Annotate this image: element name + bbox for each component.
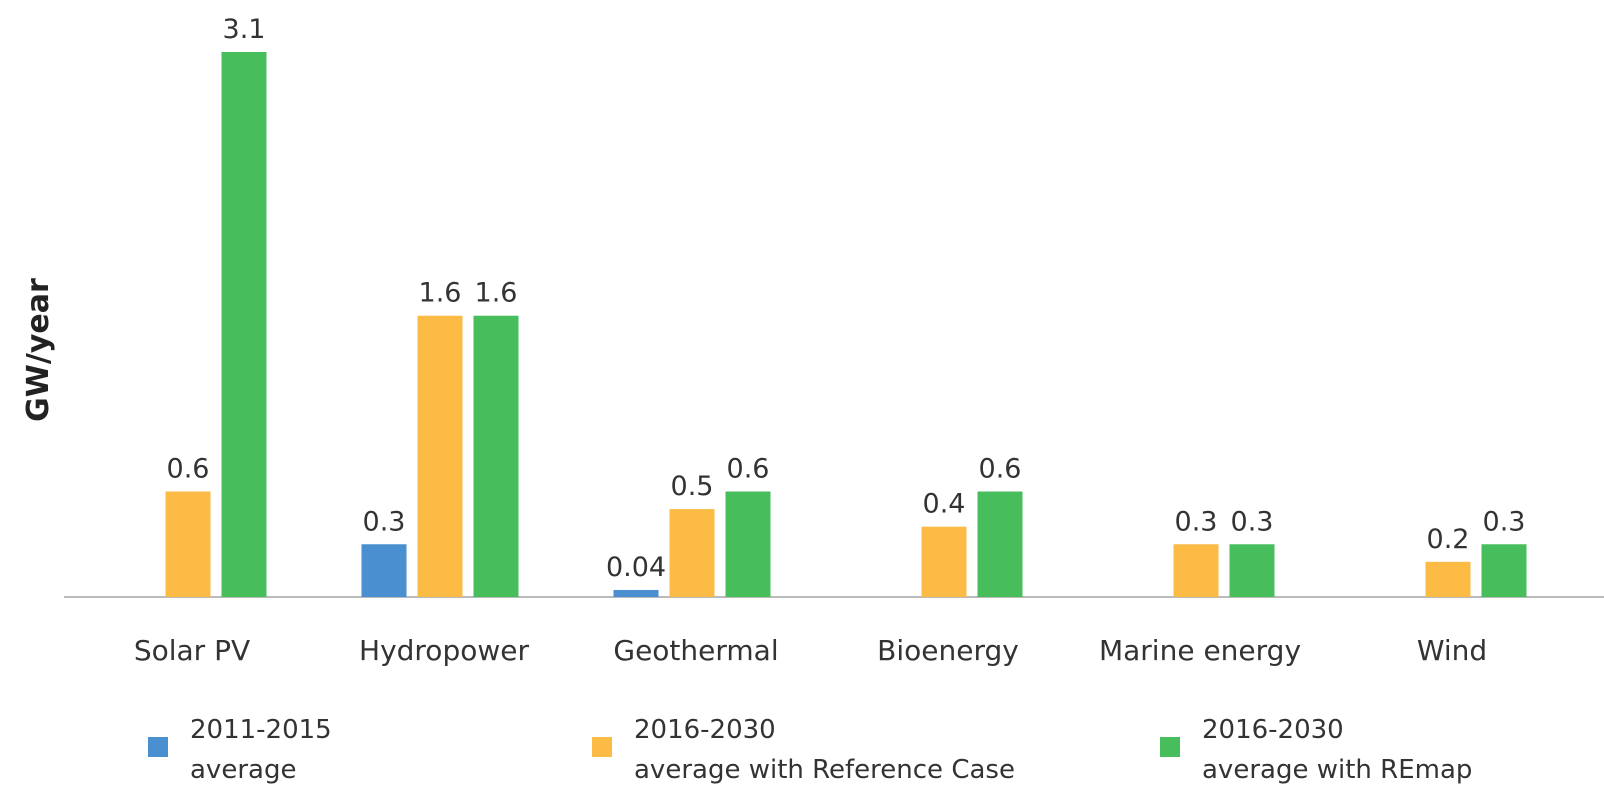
bar xyxy=(417,315,463,597)
legend-swatch xyxy=(592,737,612,757)
value-label: 0.3 xyxy=(1483,506,1526,537)
bar xyxy=(613,589,659,597)
bar xyxy=(921,526,967,597)
bar xyxy=(1173,544,1219,597)
value-label: 0.2 xyxy=(1427,524,1470,555)
value-label: 0.04 xyxy=(606,552,666,583)
value-label: 1.6 xyxy=(419,278,462,309)
y-axis-label: GW/year xyxy=(21,278,56,422)
value-label: 0.5 xyxy=(671,471,714,502)
bar xyxy=(473,315,519,597)
x-tick-label: Wind xyxy=(1417,634,1487,667)
bar xyxy=(669,509,715,597)
value-label: 0.3 xyxy=(1231,506,1274,537)
bar xyxy=(725,491,771,597)
x-tick-label: Bioenergy xyxy=(877,634,1019,667)
legend-label: 2011-2015 average xyxy=(190,715,340,785)
value-label: 0.6 xyxy=(979,454,1022,485)
x-tick-label: Marine energy xyxy=(1099,634,1301,667)
bar xyxy=(221,52,267,597)
value-label: 0.6 xyxy=(167,454,210,485)
value-label: 3.1 xyxy=(223,14,266,45)
bar xyxy=(1425,561,1471,597)
value-label: 0.6 xyxy=(727,454,770,485)
bar xyxy=(977,491,1023,597)
value-label: 1.6 xyxy=(475,278,518,309)
bar xyxy=(1229,544,1275,597)
x-tick-label: Hydropower xyxy=(359,634,529,667)
bar xyxy=(1481,544,1527,597)
x-tick-label: Solar PV xyxy=(134,634,250,667)
legend-swatch xyxy=(1160,737,1180,757)
value-label: 0.3 xyxy=(363,506,406,537)
bar xyxy=(165,491,211,597)
bar xyxy=(361,544,407,597)
legend-label: 2016-2030 average with Reference Case xyxy=(634,715,1015,785)
legend-swatch xyxy=(148,737,168,757)
x-tick-label: Geothermal xyxy=(613,634,778,667)
legend-label: 2016-2030 average with REmap xyxy=(1202,715,1472,785)
value-label: 0.3 xyxy=(1175,506,1218,537)
value-label: 0.4 xyxy=(923,489,966,520)
